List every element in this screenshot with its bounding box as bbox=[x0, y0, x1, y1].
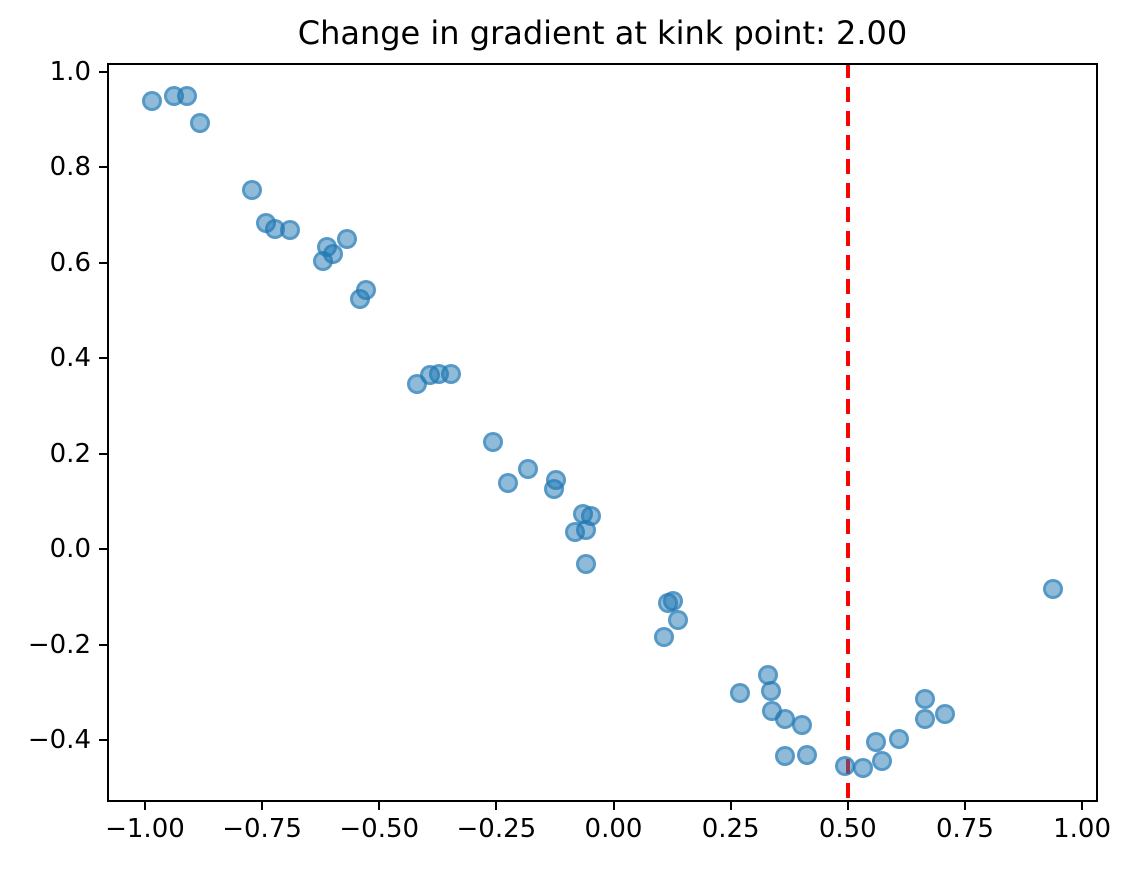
y-tick-label: 0.0 bbox=[49, 534, 91, 565]
scatter-point bbox=[760, 680, 781, 701]
y-tick-label: 0.2 bbox=[49, 438, 91, 469]
scatter-point bbox=[141, 91, 162, 112]
scatter-point bbox=[279, 219, 300, 240]
scatter-point bbox=[729, 682, 750, 703]
x-tick-mark bbox=[143, 802, 146, 810]
x-tick-label: 0.25 bbox=[701, 814, 760, 844]
scatter-point bbox=[915, 688, 936, 709]
scatter-point bbox=[663, 590, 684, 611]
scatter-point bbox=[544, 479, 564, 500]
scatter-point bbox=[889, 728, 910, 749]
scatter-point bbox=[791, 715, 812, 736]
scatter-point bbox=[575, 520, 596, 541]
y-tick-label: 0.6 bbox=[49, 247, 91, 278]
x-tick-label: 0.75 bbox=[935, 814, 994, 844]
y-tick-mark bbox=[99, 166, 107, 169]
scatter-point bbox=[482, 432, 503, 453]
x-tick-label: −1.00 bbox=[105, 814, 185, 844]
scatter-point bbox=[189, 112, 210, 133]
x-tick-mark bbox=[261, 802, 264, 810]
x-tick-mark bbox=[729, 802, 732, 810]
scatter-point bbox=[935, 704, 956, 725]
x-tick-label: −0.25 bbox=[456, 814, 537, 844]
x-tick-mark bbox=[846, 802, 849, 810]
scatter-point bbox=[518, 458, 539, 479]
y-tick-mark bbox=[99, 548, 107, 551]
y-tick-mark bbox=[99, 357, 107, 360]
scatter-point bbox=[871, 750, 892, 771]
x-tick-mark bbox=[963, 802, 966, 810]
scatter-point bbox=[440, 363, 461, 384]
y-tick-mark bbox=[99, 452, 107, 455]
y-tick-label: −0.2 bbox=[27, 629, 91, 660]
x-tick-label: 0.50 bbox=[818, 814, 877, 844]
y-tick-label: 0.8 bbox=[49, 152, 91, 183]
x-tick-mark bbox=[378, 802, 381, 810]
scatter-point bbox=[576, 553, 597, 574]
kink-point-vline bbox=[845, 63, 850, 802]
scatter-point bbox=[497, 473, 518, 494]
y-tick-mark bbox=[99, 643, 107, 646]
y-tick-label: −0.4 bbox=[27, 724, 91, 755]
y-tick-mark bbox=[99, 71, 107, 74]
x-tick-label: 0.00 bbox=[584, 814, 643, 844]
scatter-point bbox=[915, 709, 936, 730]
y-tick-mark bbox=[99, 738, 107, 741]
scatter-point bbox=[775, 746, 796, 767]
y-tick-mark bbox=[99, 261, 107, 264]
x-tick-mark bbox=[1081, 802, 1084, 810]
x-tick-mark bbox=[495, 802, 498, 810]
scatter-point bbox=[834, 756, 855, 777]
scatter-point bbox=[668, 610, 689, 631]
scatter-point bbox=[1043, 579, 1064, 600]
scatter-point bbox=[337, 228, 358, 249]
x-tick-label: −0.50 bbox=[339, 814, 420, 844]
y-tick-label: 0.4 bbox=[49, 343, 91, 374]
scatter-point bbox=[349, 289, 370, 310]
x-tick-label: 1.00 bbox=[1053, 814, 1112, 844]
plot-area bbox=[107, 63, 1098, 802]
scatter-point bbox=[242, 179, 263, 200]
scatter-point bbox=[852, 757, 873, 778]
chart-title: Change in gradient at kink point: 2.00 bbox=[297, 14, 908, 52]
x-tick-mark bbox=[612, 802, 615, 810]
scatter-point bbox=[654, 626, 675, 647]
scatter-point bbox=[865, 731, 886, 752]
scatter-point bbox=[313, 250, 334, 271]
scatter-point bbox=[797, 744, 818, 765]
x-tick-label: −0.75 bbox=[222, 814, 302, 844]
scatter-point bbox=[176, 85, 197, 106]
y-tick-label: 1.0 bbox=[49, 57, 91, 88]
